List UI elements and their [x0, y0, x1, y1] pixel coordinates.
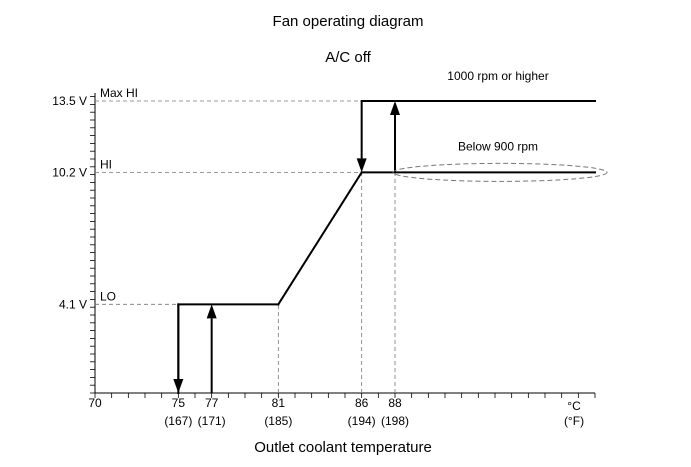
arrow-maxhi-on: [390, 101, 400, 173]
x-tick-label-fahrenheit: (194): [348, 414, 376, 428]
arrow-head: [173, 379, 184, 393]
mode-label-max-hi: Max HI: [100, 86, 138, 100]
y-minor-ticks: [90, 96, 95, 394]
x-tick-label-fahrenheit: (198): [381, 414, 409, 428]
x-tick-label: 77: [205, 396, 219, 410]
x-tick-label: 81: [272, 396, 286, 410]
y-levels: 13.5 V Max HI 10.2 V HI 4.1 V LO: [52, 86, 362, 311]
mode-label-hi: HI: [100, 157, 112, 171]
arrow-head: [206, 304, 217, 319]
y-level-label: 13.5 V: [52, 94, 87, 108]
x-unit-fahrenheit: (°F): [564, 414, 584, 428]
y-level-label: 10.2 V: [52, 165, 87, 179]
x-tick-label: 75: [172, 396, 186, 410]
x-tick-labels: 70 75 (167) 77 (171) 81 (185) 86 (194) 88 (198): [88, 396, 409, 428]
x-tick-label-fahrenheit: (167): [164, 414, 192, 428]
arrow-lo-off: [173, 304, 184, 393]
x-axis-title: Outlet coolant temperature: [254, 439, 432, 456]
annotation-max-hi-rpm: 1000 rpm or higher: [447, 69, 548, 83]
arrow-lo-on: [206, 304, 217, 393]
arrow-head: [390, 101, 400, 115]
annotation-hi-rpm: Below 900 rpm: [458, 139, 538, 153]
hi-rpm-ellipse: [392, 162, 608, 182]
x-tick-label: 88: [388, 396, 402, 410]
x-tick-label: 86: [355, 396, 369, 410]
guide-lines: [277, 101, 396, 393]
diagram-title: Fan operating diagram: [273, 13, 424, 30]
x-tick-label: 70: [88, 396, 102, 410]
diagram-subtitle: A/C off: [325, 49, 371, 66]
arrows: [173, 101, 400, 393]
x-minor-ticks: [94, 393, 596, 398]
x-unit-celsius: °C: [567, 399, 581, 413]
x-tick-label-fahrenheit: (171): [198, 414, 226, 428]
arrow-maxhi-off: [356, 101, 367, 173]
x-tick-label-fahrenheit: (185): [264, 414, 292, 428]
y-level-label: 4.1 V: [59, 297, 87, 311]
ramp: [276, 170, 364, 306]
mode-label-lo: LO: [100, 289, 116, 303]
arrow-head: [356, 158, 367, 173]
